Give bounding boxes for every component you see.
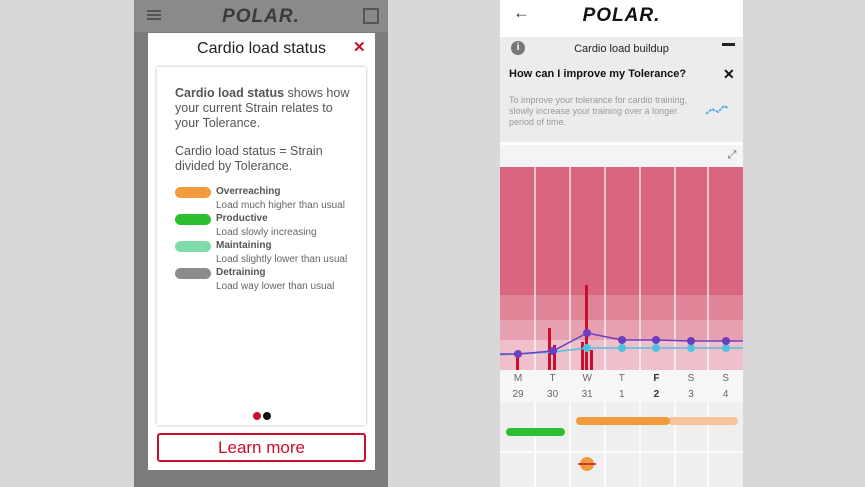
info-icon[interactable]: i xyxy=(511,41,525,55)
info-card: Cardio load status shows how your curren… xyxy=(157,67,366,425)
tip-close[interactable]: ✕ xyxy=(723,66,735,82)
day-date: 1 xyxy=(619,389,625,400)
legend-swatch xyxy=(175,214,211,225)
day-letter: T xyxy=(618,373,625,384)
formula: Cardio load status = Strain divided by T… xyxy=(175,144,323,173)
learn-more-button[interactable]: Learn more xyxy=(157,433,366,462)
right-phone: ← POLAR. i Cardio load buildup How can I… xyxy=(500,0,743,487)
day-date: 31 xyxy=(581,389,593,400)
legend-description: Load much higher than usual xyxy=(216,200,345,211)
day-date: 30 xyxy=(547,389,559,400)
day-axis: M 29 T 30 W 31 T 1 F 2 S 3 S 4 xyxy=(500,370,743,402)
legend-description: Load way lower than usual xyxy=(216,281,335,292)
tip-text: To improve your tolerance for cardio tra… xyxy=(509,95,688,127)
tip-title: How can I improve my Tolerance? xyxy=(509,68,687,80)
dialog-title: Cardio load status xyxy=(197,40,326,57)
calendar-icon[interactable] xyxy=(363,8,379,24)
day-date: 3 xyxy=(688,389,694,400)
intro: Cardio load status shows how your curren… xyxy=(175,86,360,131)
day-letter: W xyxy=(582,373,592,384)
dialog: Cardio load status ✕ Cardio load status … xyxy=(148,33,375,470)
svg-text:⤢: ⤢ xyxy=(728,149,737,161)
app-header: POLAR. xyxy=(134,0,388,32)
day-letter: S xyxy=(687,373,695,384)
legend-swatch xyxy=(175,241,211,252)
panel-header: Cardio load buildup xyxy=(574,43,669,55)
legend-swatch xyxy=(175,187,211,198)
trend-icon xyxy=(705,104,729,115)
logo: POLAR. xyxy=(222,6,300,27)
tip-panel: i Cardio load buildup How can I improve … xyxy=(500,37,743,142)
legend-label: Overreaching xyxy=(216,186,281,197)
logo: POLAR. xyxy=(582,5,661,26)
filter-icon[interactable] xyxy=(722,43,735,46)
day-date: 4 xyxy=(722,389,729,400)
intro-bold: Cardio load status xyxy=(175,86,285,100)
day-date: 29 xyxy=(512,389,524,400)
intro-text: shows how your current Strain relates to… xyxy=(175,86,350,130)
legend-label: Productive xyxy=(216,213,268,224)
legend: Overreaching Load much higher than usual P… xyxy=(157,186,366,306)
legend-label: Detraining xyxy=(216,267,266,278)
load-chart: ⤢ xyxy=(500,145,743,370)
day-date: 2 xyxy=(653,389,660,400)
legend-description: Load slowly increasing xyxy=(216,227,317,238)
status-strip xyxy=(500,402,743,487)
left-phone: POLAR. Cardio load status ✕ Cardio load … xyxy=(134,0,388,487)
menu-icon[interactable] xyxy=(147,10,161,12)
legend-swatch xyxy=(175,268,211,279)
page-dot[interactable] xyxy=(253,412,261,420)
day-letter: T xyxy=(549,373,556,384)
legend-label: Maintaining xyxy=(216,240,272,251)
page-dot[interactable] xyxy=(263,412,271,420)
day-letter: F xyxy=(653,373,660,384)
day-letter: S xyxy=(722,373,729,384)
day-letter: M xyxy=(513,373,523,384)
legend-description: Load slightly lower than usual xyxy=(216,254,348,265)
close-button[interactable]: ✕ xyxy=(353,39,366,56)
back-button[interactable]: ← xyxy=(513,3,530,22)
